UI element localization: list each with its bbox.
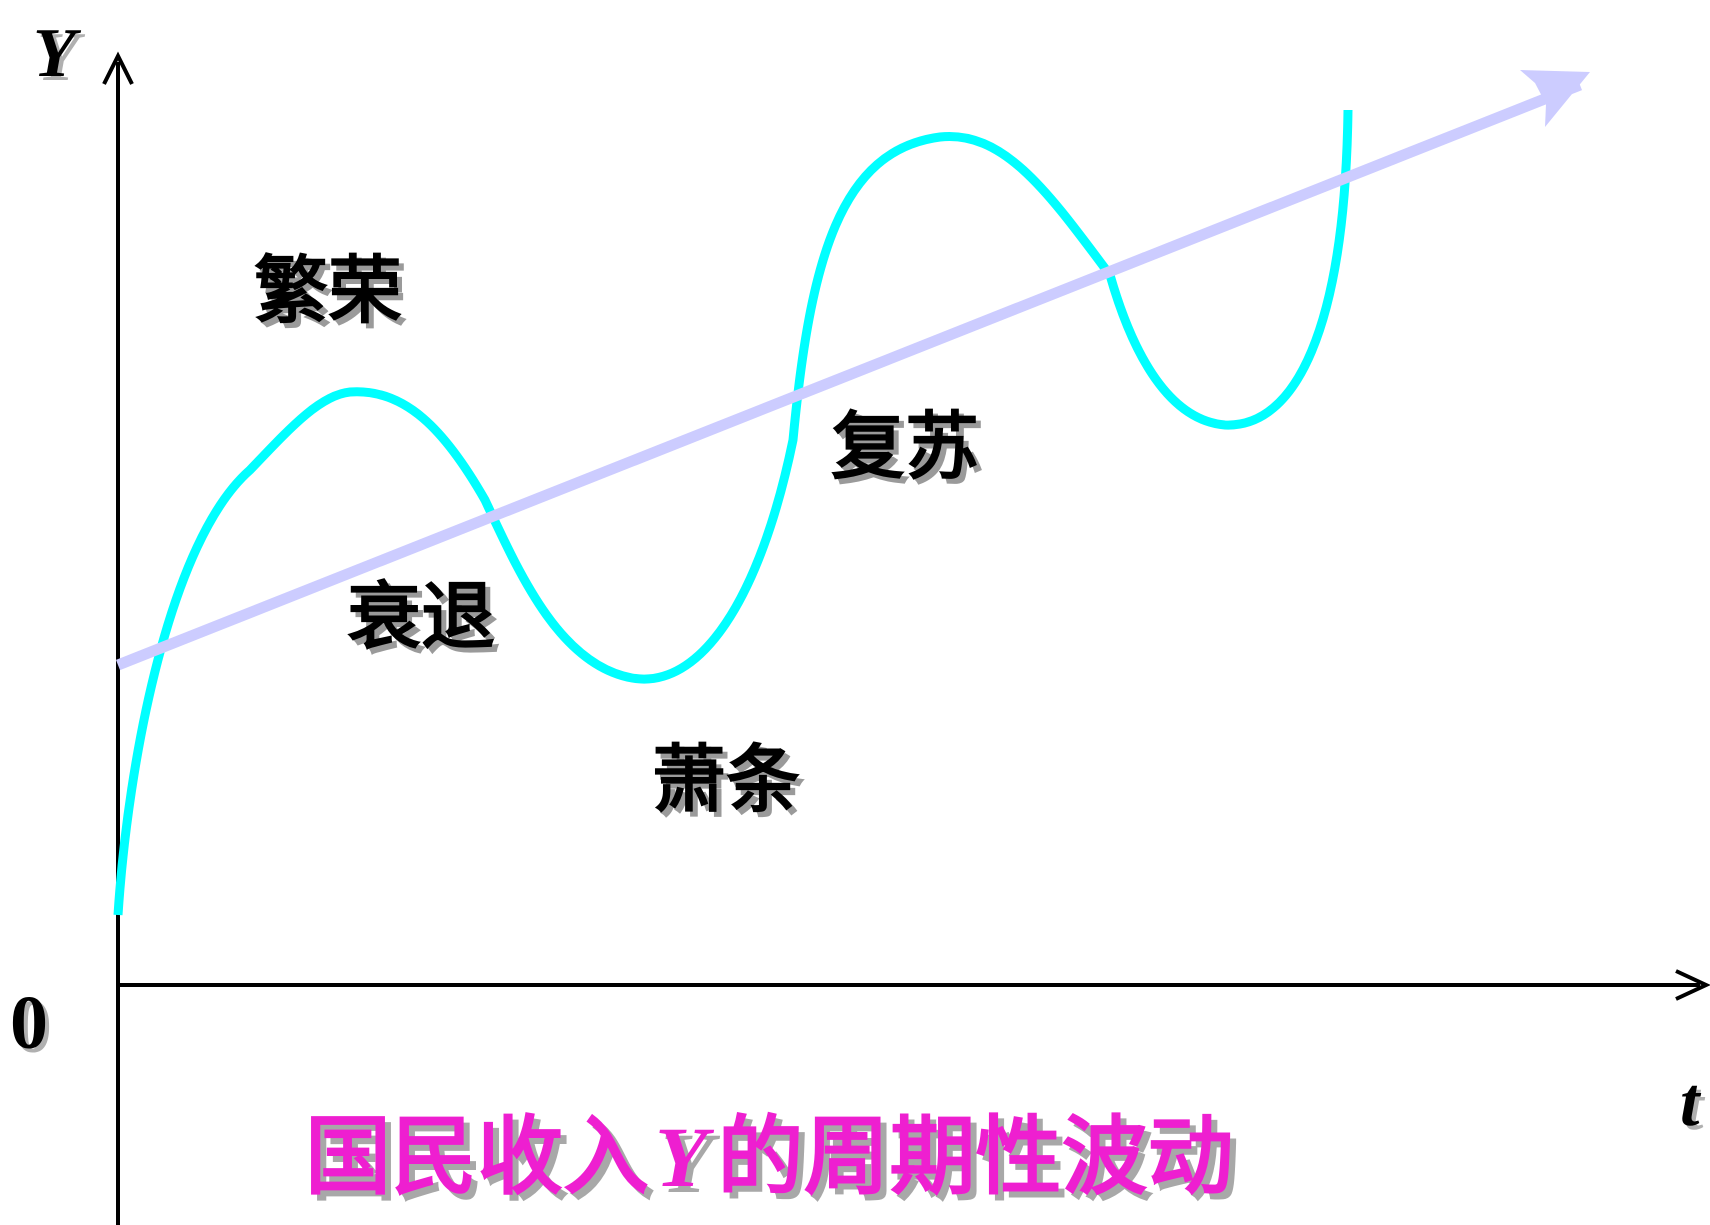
- origin-label: 0: [10, 981, 48, 1065]
- title-suffix-shadow: 的周期性波动: [724, 1113, 1240, 1213]
- phase-boom-shadow: 繁荣: [259, 253, 407, 339]
- phase-recovery-label: 复苏: [831, 404, 979, 490]
- title-prefix-shadow: 国民收入: [311, 1113, 655, 1213]
- title-suffix: 的周期性波动: [718, 1107, 1234, 1207]
- x-axis-arrowhead: [1675, 969, 1710, 1001]
- phase-recession-label: 衰退: [347, 574, 495, 660]
- x-axis-label: t: [1680, 1064, 1702, 1141]
- phase-boom-label: 繁荣: [254, 248, 402, 334]
- phase-depression-label: 萧条: [652, 737, 800, 823]
- phase-recession-shadow: 衰退: [352, 579, 500, 665]
- trend-line: [115, 79, 1583, 671]
- y-axis-label: Y: [33, 15, 82, 92]
- origin-label-shadow: 0: [14, 985, 52, 1069]
- y-axis-label-shadow: Y: [37, 19, 86, 96]
- y-axis-arrowhead: [102, 51, 134, 85]
- income-wave: [113, 109, 1353, 916]
- x-axis-label-shadow: t: [1684, 1068, 1706, 1145]
- diagram-title: 国民收入Y 的周期性波动: [305, 1107, 1234, 1207]
- title-variable: Y: [655, 1109, 715, 1205]
- title-variable-shadow: Y: [661, 1115, 721, 1211]
- phase-recovery-shadow: 复苏: [836, 409, 984, 495]
- title-prefix: 国民收入: [305, 1107, 649, 1207]
- title-shadow: 国民收入Y 的周期性波动: [311, 1113, 1240, 1213]
- phase-depression-shadow: 萧条: [657, 742, 805, 828]
- trend-arrowhead: [1520, 70, 1590, 127]
